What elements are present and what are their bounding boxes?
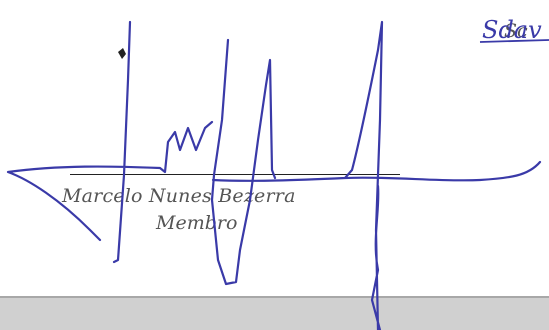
ink-dot xyxy=(118,48,126,59)
signature-line xyxy=(70,174,400,175)
signer-role: Membro xyxy=(156,212,238,234)
corner-signer-role: Sc xyxy=(504,20,528,42)
corner-signature-underline xyxy=(479,39,549,43)
handwritten-signature xyxy=(6,20,542,330)
bottom-gray-band xyxy=(0,296,549,330)
corner-handwritten-signature: Sdav xyxy=(482,16,542,44)
signer-name: Marcelo Nunes Bezerra xyxy=(62,185,296,207)
